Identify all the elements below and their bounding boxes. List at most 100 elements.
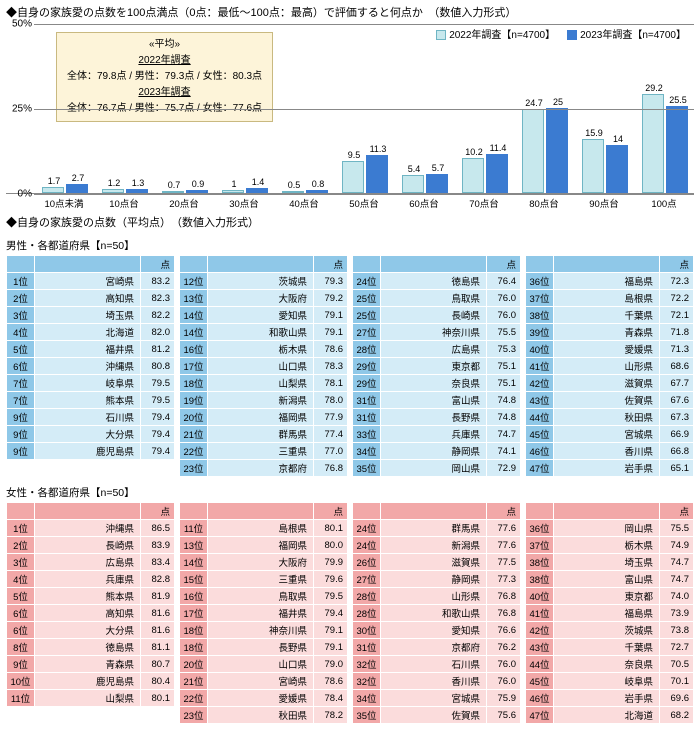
table-row: 3位埼玉県82.2	[7, 307, 175, 324]
pref-cell: 宮崎県	[35, 273, 141, 290]
pref-cell: 山口県	[208, 656, 314, 673]
bar-value: 0.7	[163, 180, 185, 190]
bar: 1.2	[102, 189, 124, 193]
bar-value: 1.7	[43, 176, 65, 186]
hdr-pref	[554, 503, 660, 520]
table-row: 41位福島県73.9	[526, 605, 694, 622]
point-cell: 79.4	[141, 443, 175, 460]
rank-cell: 7位	[7, 392, 35, 409]
hdr-rank	[353, 256, 381, 273]
hdr-pref	[208, 503, 314, 520]
point-cell: 75.5	[487, 324, 521, 341]
rank-cell: 46位	[526, 690, 554, 707]
x-label: 100点	[634, 194, 694, 210]
bar: 1.7	[42, 187, 64, 193]
rank-cell: 6位	[7, 622, 35, 639]
point-cell: 78.4	[314, 690, 348, 707]
table-row: 17位福井県79.4	[180, 605, 348, 622]
point-cell: 79.5	[314, 588, 348, 605]
point-cell: 77.3	[487, 571, 521, 588]
ranking-table: 点1位宮崎県83.22位高知県82.33位埼玉県82.24位北海道82.05位福…	[6, 255, 175, 460]
table-row: 13位大阪府79.2	[180, 290, 348, 307]
table-row: 36位福島県72.3	[526, 273, 694, 290]
table-row: 29位東京都75.1	[353, 358, 521, 375]
male-head: 男性・各都道府県【n=50】	[6, 236, 694, 255]
pref-cell: 福井県	[208, 605, 314, 622]
table-row: 27位神奈川県75.5	[353, 324, 521, 341]
pref-cell: 北海道	[554, 707, 660, 724]
point-cell: 81.2	[141, 341, 175, 358]
pref-cell: 奈良県	[381, 375, 487, 392]
point-cell: 72.7	[660, 639, 694, 656]
point-cell: 71.8	[660, 324, 694, 341]
pref-cell: 広島県	[381, 341, 487, 358]
pref-cell: 山形県	[554, 358, 660, 375]
grid-line	[34, 109, 694, 110]
point-cell: 75.1	[487, 358, 521, 375]
rank-cell: 4位	[7, 324, 35, 341]
rank-cell: 14位	[180, 324, 208, 341]
point-cell: 76.2	[487, 639, 521, 656]
pref-cell: 香川県	[554, 443, 660, 460]
x-label: 60点台	[394, 194, 454, 210]
rank-cell: 22位	[180, 443, 208, 460]
point-cell: 77.4	[314, 426, 348, 443]
hdr-point: 点	[141, 503, 175, 520]
bar: 9.5	[342, 161, 364, 193]
pref-cell: 群馬県	[208, 426, 314, 443]
legend-swatch	[567, 30, 577, 40]
rank-cell: 2位	[7, 537, 35, 554]
rank-cell: 7位	[7, 375, 35, 392]
rank-cell: 27位	[353, 324, 381, 341]
rank-cell: 34位	[353, 690, 381, 707]
rank-cell: 42位	[526, 622, 554, 639]
pref-cell: 群馬県	[381, 520, 487, 537]
table-row: 24位徳島県76.4	[353, 273, 521, 290]
table-row: 21位群馬県77.4	[180, 426, 348, 443]
rank-cell: 21位	[180, 673, 208, 690]
point-cell: 68.6	[660, 358, 694, 375]
point-cell: 80.0	[314, 537, 348, 554]
point-cell: 76.4	[487, 273, 521, 290]
pref-cell: 沖縄県	[35, 358, 141, 375]
pref-cell: 栃木県	[208, 341, 314, 358]
point-cell: 80.1	[141, 690, 175, 707]
rank-cell: 46位	[526, 443, 554, 460]
table-title: ◆自身の家族愛の点数（平均点） （数値入力形式）	[0, 210, 700, 234]
bar: 5.4	[402, 175, 424, 193]
pref-cell: 静岡県	[381, 571, 487, 588]
pref-cell: 大分県	[35, 622, 141, 639]
rank-cell: 5位	[7, 588, 35, 605]
pref-cell: 島根県	[554, 290, 660, 307]
table-row: 36位岡山県75.5	[526, 520, 694, 537]
bar: 11.4	[486, 154, 508, 193]
chart-legend: 2022年調査【n=4700】2023年調査【n=4700】	[436, 26, 686, 41]
point-cell: 76.6	[487, 622, 521, 639]
rank-cell: 6位	[7, 358, 35, 375]
table-row: 19位新潟県78.0	[180, 392, 348, 409]
hdr-rank	[180, 256, 208, 273]
table-row: 46位香川県66.8	[526, 443, 694, 460]
rank-cell: 27位	[353, 571, 381, 588]
rank-cell: 17位	[180, 358, 208, 375]
table-row: 31位富山県74.8	[353, 392, 521, 409]
point-cell: 79.3	[314, 273, 348, 290]
point-cell: 75.9	[487, 690, 521, 707]
pref-cell: 福島県	[554, 273, 660, 290]
rank-cell: 44位	[526, 656, 554, 673]
point-cell: 76.0	[487, 307, 521, 324]
hdr-point: 点	[660, 256, 694, 273]
point-cell: 73.9	[660, 605, 694, 622]
rank-cell: 9位	[7, 426, 35, 443]
pref-cell: 広島県	[35, 554, 141, 571]
table-row: 35位岡山県72.9	[353, 460, 521, 477]
pref-cell: 長崎県	[381, 307, 487, 324]
x-label: 90点台	[574, 194, 634, 210]
rank-cell: 39位	[526, 324, 554, 341]
table-row: 25位鳥取県76.0	[353, 290, 521, 307]
rank-cell: 18位	[180, 639, 208, 656]
pref-cell: 茨城県	[554, 622, 660, 639]
table-row: 22位愛媛県78.4	[180, 690, 348, 707]
avg-2022-vals: 全体：79.8点 / 男性：79.3点 / 女性：80.3点	[67, 69, 262, 85]
point-cell: 70.1	[660, 673, 694, 690]
